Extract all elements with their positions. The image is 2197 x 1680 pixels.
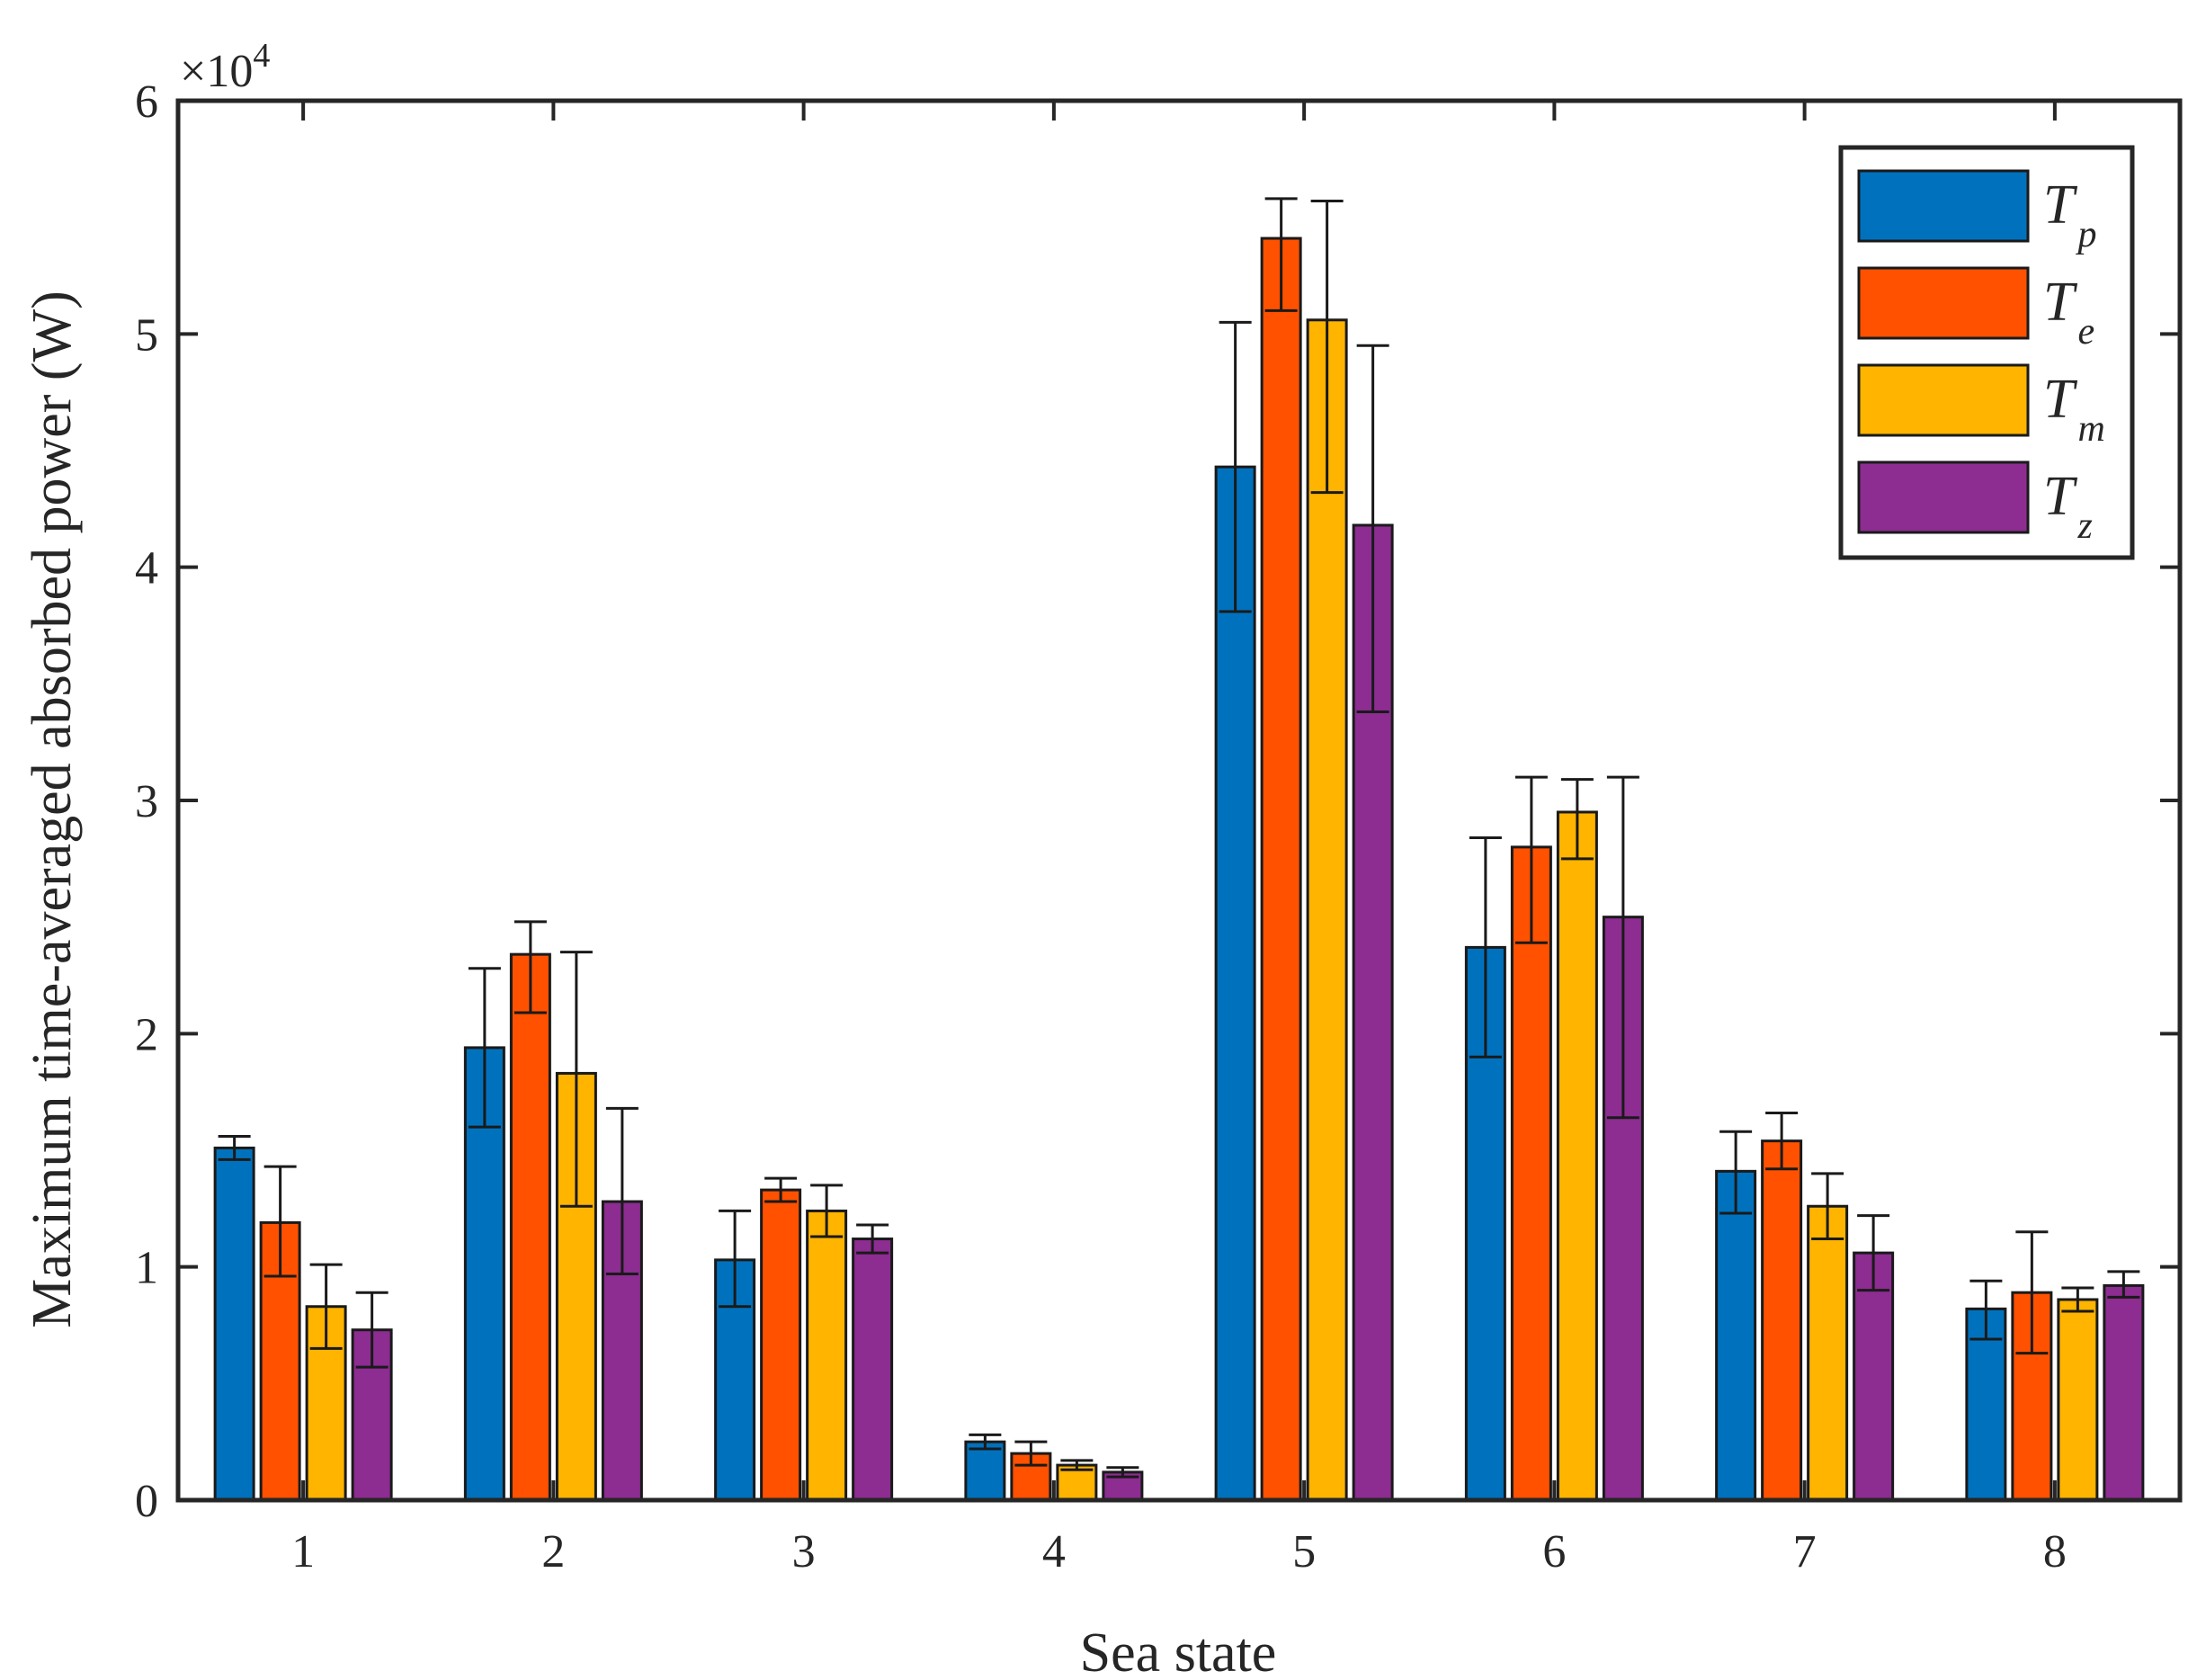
legend-item-m: Tm — [1857, 363, 2105, 450]
error-bar-z-7 — [1857, 1214, 1890, 1292]
legend-label-subscript: m — [2077, 408, 2104, 450]
error-bar-m-3 — [810, 1184, 844, 1238]
y-tick-label: 2 — [135, 1009, 158, 1060]
bar-e-6 — [1510, 845, 1552, 1502]
y-tick-label: 1 — [135, 1243, 158, 1294]
y-axis-exponent: ×104 — [180, 37, 270, 97]
error-bar-p-8 — [1969, 1279, 2003, 1341]
bar-e-3 — [760, 1188, 802, 1502]
legend-label-subscript: e — [2077, 311, 2094, 353]
bar-e-7 — [1761, 1139, 1803, 1502]
y-tick-label: 0 — [135, 1476, 158, 1527]
error-bar-e-5 — [1264, 197, 1298, 312]
y-axis-title: Maximum time-averaged absorbed power (W) — [22, 290, 83, 1327]
bar-e-5 — [1260, 237, 1302, 1502]
error-bar-p-4 — [969, 1433, 1002, 1451]
bar-m-5 — [1306, 318, 1348, 1502]
error-bar-m-8 — [2061, 1286, 2094, 1313]
legend-label-main: T — [2043, 369, 2078, 430]
legend-label: Te — [2043, 272, 2094, 353]
x-axis-title: Sea state — [1080, 1622, 1277, 1680]
legend-swatch — [1857, 266, 2030, 340]
error-bar-z-3 — [856, 1223, 889, 1255]
error-bar-e-7 — [1765, 1112, 1799, 1171]
error-bar-e-2 — [514, 920, 547, 1014]
error-bar-z-4 — [1106, 1466, 1139, 1479]
error-bar-p-1 — [218, 1134, 251, 1161]
ticks-layer: 0 1 2 3 4 5 6 1 2 3 4 5 6 7 8 — [135, 76, 2180, 1577]
error-bar-m-2 — [559, 951, 593, 1208]
legend-label-subscript: p — [2075, 214, 2096, 255]
legend-item-z: Tz — [1857, 460, 2093, 547]
y-tick-label: 3 — [135, 776, 158, 827]
legend-label: Tz — [2043, 466, 2093, 547]
error-bar-p-3 — [719, 1209, 752, 1309]
error-bar-e-8 — [2015, 1230, 2049, 1355]
bar-p-4 — [964, 1440, 1006, 1502]
y-tick-label: 5 — [135, 309, 158, 361]
x-tick-label: 8 — [2043, 1526, 2067, 1577]
legend-swatch — [1857, 169, 2030, 243]
error-bar-z-5 — [1356, 344, 1389, 713]
error-bar-p-2 — [468, 967, 501, 1129]
bar-p-5 — [1214, 465, 1256, 1502]
error-bar-p-6 — [1469, 836, 1502, 1059]
x-tick-label: 3 — [792, 1526, 816, 1577]
error-bar-m-1 — [309, 1263, 343, 1350]
y-tick-label: 4 — [135, 543, 158, 594]
error-bar-m-5 — [1310, 200, 1344, 495]
y-axis-exponent-power: 4 — [253, 37, 270, 75]
error-bar-e-1 — [263, 1165, 297, 1278]
legend-label: Tm — [2043, 369, 2105, 450]
error-bar-m-4 — [1060, 1459, 1094, 1471]
legend-label-main: T — [2043, 272, 2078, 333]
error-bar-e-6 — [1514, 775, 1548, 944]
legend-label-subscript: z — [2076, 505, 2092, 547]
error-bar-m-6 — [1560, 778, 1594, 861]
x-tick-label: 7 — [1793, 1526, 1817, 1577]
x-tick-label: 2 — [541, 1526, 565, 1577]
x-tick-label: 1 — [291, 1526, 315, 1577]
bar-p-7 — [1715, 1169, 1757, 1502]
bar-e-2 — [509, 952, 551, 1502]
error-bar-e-3 — [764, 1176, 798, 1203]
legend-label-main: T — [2043, 174, 2078, 236]
legend-item-p: Tp — [1857, 169, 2096, 255]
bar-p-1 — [213, 1146, 255, 1502]
x-tick-label: 5 — [1292, 1526, 1316, 1577]
bar-m-7 — [1807, 1204, 1849, 1502]
legend-swatch — [1857, 363, 2030, 437]
bar-m-6 — [1556, 810, 1598, 1502]
error-bars-layer — [218, 197, 2140, 1479]
legend-swatch — [1857, 460, 2030, 534]
error-bar-p-5 — [1219, 320, 1252, 613]
bar-m-8 — [2057, 1298, 2099, 1502]
x-tick-label: 4 — [1042, 1526, 1066, 1577]
y-tick-label: 6 — [135, 76, 158, 128]
error-bar-z-6 — [1606, 775, 1639, 1120]
error-bar-z-2 — [605, 1106, 639, 1275]
error-bar-z-8 — [2107, 1270, 2140, 1299]
legend-label: Tp — [2043, 174, 2096, 255]
x-tick-label: 6 — [1542, 1526, 1566, 1577]
y-axis-exponent-base: ×10 — [180, 46, 253, 97]
error-bar-e-4 — [1014, 1440, 1048, 1467]
error-bar-p-7 — [1719, 1130, 1753, 1215]
error-bar-m-7 — [1811, 1172, 1844, 1241]
legend-item-e: Te — [1857, 266, 2094, 353]
bar-z-8 — [2103, 1283, 2145, 1502]
error-bar-z-1 — [355, 1291, 388, 1369]
legend-label-main: T — [2043, 466, 2078, 527]
bar-m-3 — [806, 1209, 848, 1502]
bar-z-3 — [852, 1238, 894, 1502]
